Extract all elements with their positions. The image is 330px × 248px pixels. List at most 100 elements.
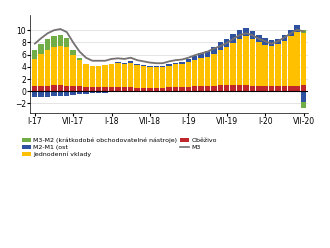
Bar bbox=[128, 62, 134, 87]
Bar bbox=[179, 62, 185, 64]
Bar bbox=[205, 51, 210, 57]
Bar bbox=[288, 30, 293, 36]
Bar bbox=[166, 87, 172, 91]
Bar bbox=[109, 64, 114, 87]
Bar bbox=[64, 38, 70, 47]
Bar bbox=[51, 85, 57, 91]
Bar bbox=[154, 88, 159, 91]
Bar bbox=[102, 91, 108, 93]
Bar bbox=[282, 34, 287, 41]
Bar bbox=[230, 34, 236, 43]
Bar bbox=[192, 60, 197, 86]
Bar bbox=[51, 47, 57, 85]
Bar bbox=[77, 60, 82, 86]
Bar bbox=[128, 61, 134, 62]
Bar bbox=[301, 102, 306, 108]
Bar bbox=[198, 86, 204, 91]
Bar bbox=[275, 39, 281, 44]
Bar bbox=[45, 50, 50, 86]
Bar bbox=[301, 33, 306, 85]
Bar bbox=[282, 86, 287, 91]
Bar bbox=[154, 67, 159, 88]
Bar bbox=[70, 55, 76, 86]
Bar bbox=[256, 42, 261, 86]
Bar bbox=[45, 86, 50, 91]
Bar bbox=[96, 91, 102, 93]
Bar bbox=[154, 66, 159, 67]
Bar bbox=[83, 91, 89, 94]
Bar bbox=[275, 86, 281, 91]
Bar bbox=[32, 91, 38, 97]
Bar bbox=[32, 86, 38, 91]
Bar bbox=[294, 25, 300, 32]
Bar bbox=[102, 87, 108, 91]
Bar bbox=[230, 43, 236, 85]
Bar bbox=[128, 87, 134, 91]
Bar bbox=[45, 39, 50, 50]
Bar bbox=[192, 86, 197, 91]
Bar bbox=[77, 91, 82, 94]
Bar bbox=[224, 39, 229, 47]
Bar bbox=[224, 47, 229, 85]
Bar bbox=[237, 39, 242, 85]
Bar bbox=[237, 85, 242, 91]
Bar bbox=[70, 86, 76, 91]
Bar bbox=[288, 86, 293, 91]
Bar bbox=[282, 41, 287, 86]
Bar bbox=[224, 85, 229, 91]
Bar bbox=[102, 65, 108, 87]
Bar bbox=[211, 47, 217, 54]
Bar bbox=[109, 87, 114, 91]
Bar bbox=[134, 88, 140, 91]
Bar bbox=[250, 86, 255, 91]
Bar bbox=[77, 86, 82, 91]
Bar bbox=[39, 86, 44, 91]
Bar bbox=[115, 87, 121, 91]
Bar bbox=[256, 35, 261, 42]
Bar bbox=[147, 67, 153, 88]
Bar bbox=[122, 63, 127, 64]
Bar bbox=[218, 50, 223, 85]
Bar bbox=[192, 56, 197, 60]
Bar bbox=[115, 62, 121, 63]
Bar bbox=[39, 44, 44, 54]
Bar bbox=[211, 54, 217, 86]
Bar bbox=[39, 91, 44, 97]
Bar bbox=[237, 30, 242, 39]
Bar bbox=[96, 66, 102, 87]
Bar bbox=[179, 64, 185, 87]
Bar bbox=[262, 38, 268, 45]
Bar bbox=[301, 30, 306, 33]
Bar bbox=[122, 64, 127, 87]
Bar bbox=[211, 86, 217, 91]
Bar bbox=[90, 66, 95, 87]
Bar bbox=[218, 42, 223, 50]
Bar bbox=[70, 50, 76, 55]
Bar bbox=[96, 87, 102, 91]
Bar bbox=[198, 53, 204, 58]
Bar bbox=[205, 57, 210, 86]
Bar bbox=[77, 58, 82, 60]
Bar bbox=[166, 64, 172, 66]
Bar bbox=[51, 91, 57, 96]
Bar bbox=[301, 91, 306, 102]
Bar bbox=[90, 91, 95, 93]
Bar bbox=[294, 32, 300, 86]
Bar bbox=[147, 66, 153, 67]
Bar bbox=[179, 87, 185, 91]
Bar bbox=[288, 36, 293, 86]
Bar bbox=[301, 85, 306, 91]
Bar bbox=[64, 91, 70, 95]
Bar bbox=[58, 85, 63, 91]
Bar bbox=[115, 63, 121, 87]
Bar bbox=[173, 64, 178, 87]
Bar bbox=[134, 64, 140, 65]
Bar bbox=[198, 58, 204, 86]
Bar bbox=[173, 87, 178, 91]
Bar bbox=[269, 46, 274, 86]
Bar bbox=[32, 59, 38, 86]
Legend: M3-M2 (krátkodobé obchodovatelné nástroje), M2-M1 (ost, Jednodenní vklady, Oběži: M3-M2 (krátkodobé obchodovatelné nástroj… bbox=[19, 135, 220, 160]
Bar bbox=[141, 66, 146, 88]
Bar bbox=[51, 36, 57, 47]
Bar bbox=[39, 54, 44, 86]
